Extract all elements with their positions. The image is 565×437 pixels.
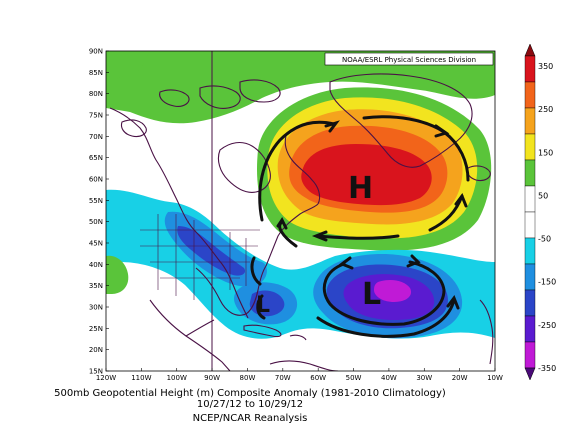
colorbar-block: [524, 133, 536, 161]
colorbar-blocks: [524, 55, 536, 369]
secondary-low-label: L: [256, 293, 270, 318]
caption-line-2: 10/27/12 to 10/29/12: [196, 399, 304, 410]
anomaly-high-core: [301, 144, 432, 206]
map-frame: [105, 50, 496, 372]
latitude-axis: 90N 85N 80N 75N 70N 65N 60N 55N 50N 45N 40N 35N 30N 2…: [89, 48, 109, 376]
colorbar-label: -150: [538, 278, 556, 287]
caption-line-3: NCEP/NCAR Reanalysis: [192, 413, 308, 424]
lat-tick-label: 15N: [89, 368, 103, 376]
anomaly-positive-northwest: [106, 51, 150, 82]
lon-tick-label: 80W: [240, 374, 256, 382]
lon-tick-label: 120W: [96, 374, 116, 382]
lat-tick-label: 85N: [89, 69, 103, 77]
lat-tick-label: 55N: [89, 197, 103, 205]
colorbar-label: 350: [538, 62, 553, 71]
circulation-arrows: [250, 115, 470, 338]
colorbar-block: [524, 341, 536, 369]
lon-tick-label: 60W: [310, 374, 326, 382]
lat-tick-label: 90N: [89, 48, 103, 56]
colorbar-block: [524, 263, 536, 291]
colorbar-block: [524, 107, 536, 135]
anomaly-positive-southwest: [106, 255, 129, 294]
lat-tick-label: 80N: [89, 90, 103, 98]
lon-tick-label: 40W: [381, 374, 397, 382]
lat-tick-label: 70N: [89, 133, 103, 141]
colorbar-block: [524, 55, 536, 83]
lat-tick-label: 25N: [89, 325, 103, 333]
low-pressure-label: L: [362, 277, 381, 312]
colorbar-label: 150: [538, 148, 553, 157]
lat-tick-label: 35N: [89, 282, 103, 290]
colorbar-top-triangle: [524, 43, 536, 57]
state-boundaries: [140, 214, 260, 300]
colorbar-block: [524, 211, 536, 239]
anomaly-field: H L L: [106, 51, 495, 371]
colorbar-block: [524, 81, 536, 109]
lon-tick-label: 10W: [487, 374, 503, 382]
lon-tick-label: 70W: [275, 374, 291, 382]
lat-tick-label: 50N: [89, 218, 103, 226]
colorbar-block: [524, 185, 536, 213]
lat-tick-label: 75N: [89, 112, 103, 120]
colorbar: 350 250 150 50 -50 -150 -250 -350: [524, 43, 556, 381]
lon-tick-label: 90W: [204, 374, 220, 382]
colorbar-label: 250: [538, 105, 553, 114]
caption-line-1: 500mb Geopotential Height (m) Composite …: [54, 388, 446, 399]
colorbar-label: -350: [538, 364, 556, 373]
colorbar-block: [524, 159, 536, 187]
lon-tick-label: 110W: [131, 374, 151, 382]
lat-tick-label: 30N: [89, 304, 103, 312]
lat-tick-label: 65N: [89, 154, 103, 162]
colorbar-block: [524, 289, 536, 317]
lon-tick-label: 30W: [416, 374, 432, 382]
colorbar-labels: 350 250 150 50 -50 -150 -250 -350: [538, 62, 556, 373]
credit-box: [324, 52, 494, 66]
credit-text: NOAA/ESRL Physical Sciences Division: [342, 56, 476, 64]
colorbar-bottom-triangle: [524, 367, 536, 381]
colorbar-label: 50: [538, 191, 548, 200]
colorbar-label: -250: [538, 321, 556, 330]
anomaly-low-core: [374, 280, 412, 302]
colorbar-block: [524, 237, 536, 265]
lon-tick-label: 100W: [167, 374, 187, 382]
lat-tick-label: 45N: [89, 240, 103, 248]
colorbar-label: -50: [538, 235, 551, 244]
colorbar-block: [524, 315, 536, 343]
lon-tick-label: 20W: [452, 374, 468, 382]
lon-tick-label: 50W: [346, 374, 362, 382]
anomaly-positive-north: [106, 51, 495, 124]
lat-tick-label: 60N: [89, 176, 103, 184]
lat-tick-label: 20N: [89, 346, 103, 354]
longitude-axis: 120W 110W 100W 90W 80W 70W 60W 50W 40W 30W 20W 10W: [96, 368, 503, 382]
coastlines: [109, 73, 494, 371]
high-pressure-label: H: [348, 171, 373, 206]
lat-tick-label: 40N: [89, 261, 103, 269]
